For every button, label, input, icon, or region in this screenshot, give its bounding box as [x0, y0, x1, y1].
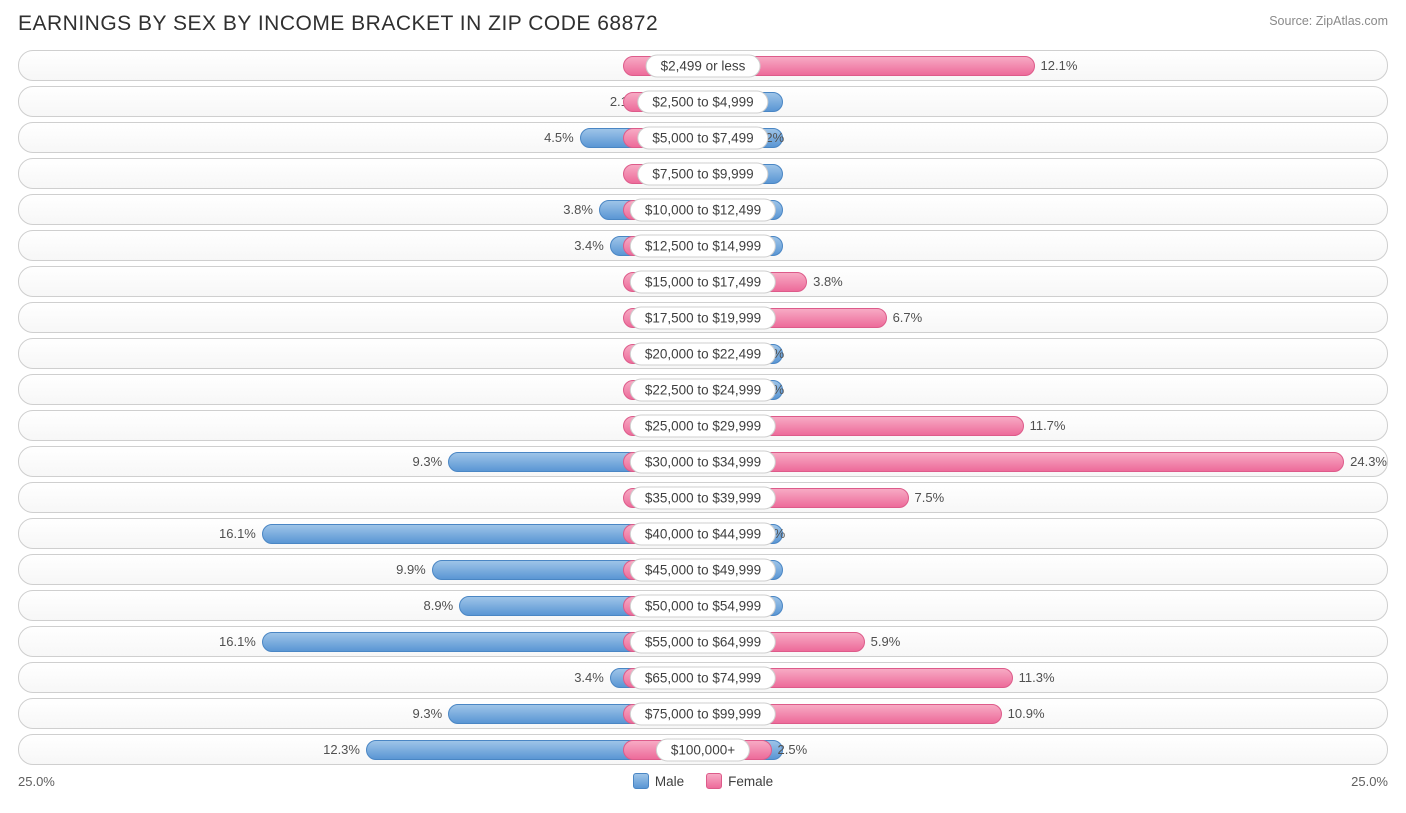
category-label: $35,000 to $39,999: [630, 486, 776, 509]
female-pct-label: 10.9%: [1008, 706, 1045, 721]
category-label: $55,000 to $64,999: [630, 630, 776, 653]
male-pct-label: 3.8%: [563, 202, 593, 217]
chart-row: 3.4% 11.3% $65,000 to $74,999: [18, 662, 1388, 693]
category-label: $65,000 to $74,999: [630, 666, 776, 689]
chart-row: 9.3% 24.3% $30,000 to $34,999: [18, 446, 1388, 477]
chart-row: 0%0%$7,500 to $9,999: [18, 158, 1388, 189]
female-swatch-icon: [706, 773, 722, 789]
chart-row: 3.4%0%$12,500 to $14,999: [18, 230, 1388, 261]
chart-row: 3.8%0%$10,000 to $12,499: [18, 194, 1388, 225]
female-pct-label: 6.7%: [893, 310, 923, 325]
chart-title: EARNINGS BY SEX BY INCOME BRACKET IN ZIP…: [18, 12, 658, 36]
female-pct-label: 3.8%: [813, 274, 843, 289]
female-pct-label: 5.9%: [871, 634, 901, 649]
axis-label-right: 25.0%: [1351, 774, 1388, 789]
legend: Male Female: [633, 773, 773, 789]
source-attribution: Source: ZipAtlas.com: [1269, 14, 1388, 28]
legend-male: Male: [633, 773, 684, 789]
chart-row: 16.1% 5.9% $55,000 to $64,999: [18, 626, 1388, 657]
chart-row: 1%7.5%$35,000 to $39,999: [18, 482, 1388, 513]
female-pct-label: 2.5%: [778, 742, 808, 757]
female-pct-label: 11.7%: [1030, 418, 1066, 433]
category-label: $2,499 or less: [646, 54, 761, 77]
chart-row: 0%0.84%$22,500 to $24,999: [18, 374, 1388, 405]
male-pct-label: 8.9%: [424, 598, 454, 613]
chart-row: 4.5%0.42%$5,000 to $7,499: [18, 122, 1388, 153]
chart-row: 0%11.7%$25,000 to $29,999: [18, 410, 1388, 441]
category-label: $50,000 to $54,999: [630, 594, 776, 617]
category-label: $12,500 to $14,999: [630, 234, 776, 257]
category-label: $75,000 to $99,999: [630, 702, 776, 725]
chart-row: 0%3.8%$15,000 to $17,499: [18, 266, 1388, 297]
male-pct-label: 9.9%: [396, 562, 426, 577]
chart-row: 0%12.1%$2,499 or less: [18, 50, 1388, 81]
category-label: $25,000 to $29,999: [630, 414, 776, 437]
male-pct-label: 12.3%: [323, 742, 360, 757]
male-pct-label: 9.3%: [413, 706, 443, 721]
male-pct-label: 16.1%: [219, 526, 256, 541]
male-pct-label: 3.4%: [574, 670, 604, 685]
chart-row: 16.1%1.7%$40,000 to $44,999: [18, 518, 1388, 549]
male-swatch-icon: [633, 773, 649, 789]
male-pct-label: 3.4%: [574, 238, 604, 253]
chart-row: 9.3% 10.9% $75,000 to $99,999: [18, 698, 1388, 729]
female-pct-label: 11.3%: [1019, 670, 1055, 685]
chart-row: 0%6.7%$17,500 to $19,999: [18, 302, 1388, 333]
category-label: $45,000 to $49,999: [630, 558, 776, 581]
female-pct-label: 12.1%: [1041, 58, 1078, 73]
population-pyramid-chart: 0%12.1%$2,499 or less2.1%0%$2,500 to $4,…: [18, 50, 1388, 765]
legend-male-label: Male: [655, 774, 684, 789]
category-label: $30,000 to $34,999: [630, 450, 776, 473]
legend-female: Female: [706, 773, 773, 789]
chart-row: 8.9%0%$50,000 to $54,999: [18, 590, 1388, 621]
male-pct-label: 16.1%: [219, 634, 256, 649]
female-pct-label: 24.3%: [1350, 454, 1387, 469]
chart-row: 9.9%0%$45,000 to $49,999: [18, 554, 1388, 585]
axis-label-left: 25.0%: [18, 774, 55, 789]
category-label: $22,500 to $24,999: [630, 378, 776, 401]
male-pct-label: 4.5%: [544, 130, 574, 145]
female-pct-label: 7.5%: [915, 490, 945, 505]
category-label: $17,500 to $19,999: [630, 306, 776, 329]
chart-row: 2.1%0%$2,500 to $4,999: [18, 86, 1388, 117]
chart-row: 0%0.42%$20,000 to $22,499: [18, 338, 1388, 369]
category-label: $20,000 to $22,499: [630, 342, 776, 365]
chart-row: 12.3% 2.5% $100,000+: [18, 734, 1388, 765]
category-label: $40,000 to $44,999: [630, 522, 776, 545]
category-label: $10,000 to $12,499: [630, 198, 776, 221]
category-label: $5,000 to $7,499: [637, 126, 768, 149]
male-pct-label: 9.3%: [413, 454, 443, 469]
legend-female-label: Female: [728, 774, 773, 789]
category-label: $100,000+: [656, 738, 750, 761]
category-label: $7,500 to $9,999: [637, 162, 768, 185]
category-label: $2,500 to $4,999: [637, 90, 768, 113]
category-label: $15,000 to $17,499: [630, 270, 776, 293]
